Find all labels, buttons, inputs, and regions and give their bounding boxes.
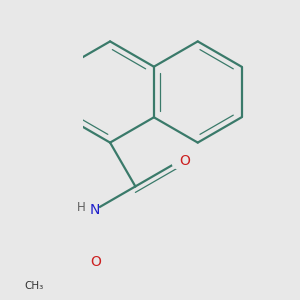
Text: O: O xyxy=(179,154,190,168)
Text: CH₃: CH₃ xyxy=(25,281,44,291)
Text: N: N xyxy=(90,203,100,217)
Text: H: H xyxy=(77,201,86,214)
Text: O: O xyxy=(90,255,101,269)
